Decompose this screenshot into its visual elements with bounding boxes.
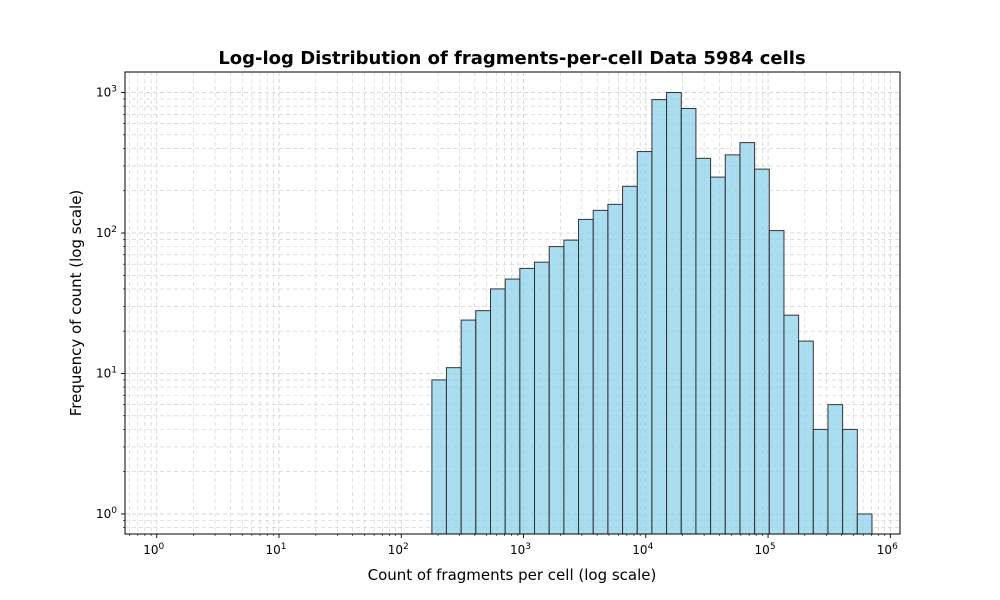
histogram-bar — [636, 151, 653, 535]
histogram-bar — [475, 310, 492, 535]
histogram-bars — [431, 92, 873, 535]
histogram-bar — [607, 203, 624, 535]
y-axis-label: Frequency of count (log scale) — [67, 190, 85, 417]
x-tick-label: 105 — [755, 542, 776, 557]
x-axis-label: Count of fragments per cell (log scale) — [368, 566, 657, 584]
histogram-bar — [798, 340, 814, 535]
histogram-bar — [710, 176, 726, 535]
histogram-bar — [651, 99, 668, 535]
histogram-bar — [680, 107, 697, 535]
histogram-bar — [856, 513, 873, 535]
x-tick-label: 101 — [265, 542, 286, 557]
y-tick-label: 100 — [96, 506, 117, 521]
histogram-bar — [445, 367, 462, 535]
x-tick-label: 102 — [388, 542, 409, 557]
histogram-bar — [812, 428, 829, 535]
x-tick-label: 106 — [877, 542, 898, 557]
y-tick-label: 102 — [96, 225, 117, 240]
histogram-bar — [724, 154, 741, 535]
histogram-bar — [739, 142, 756, 535]
histogram-bar — [431, 379, 447, 535]
histogram-bar — [695, 157, 712, 535]
histogram-bar — [754, 168, 770, 535]
histogram-bar — [666, 92, 682, 535]
histogram-bar — [827, 404, 844, 535]
axis-ticks: 100 101 102 103 104 105 106 100 101 102 103 — [96, 85, 898, 557]
histogram-bar — [504, 278, 521, 535]
histogram-bar — [622, 185, 638, 535]
y-tick-label: 101 — [96, 365, 117, 380]
histogram-bar — [460, 319, 477, 535]
histogram-bar — [563, 239, 580, 535]
histogram-bar — [578, 218, 594, 535]
x-tick-label: 100 — [143, 542, 164, 557]
histogram-bar — [592, 209, 609, 535]
y-tick-label: 103 — [96, 85, 117, 100]
chart-title: Log-log Distribution of fragments-per-ce… — [218, 48, 805, 69]
histogram-bar — [783, 314, 800, 535]
histogram-bar — [842, 428, 858, 535]
plot-area-frame — [124, 71, 901, 535]
histogram-bar — [534, 261, 550, 535]
histogram-bar — [519, 267, 536, 535]
histogram-bar — [490, 288, 506, 535]
x-tick-label: 103 — [510, 542, 531, 557]
histogram-bar — [548, 246, 565, 535]
x-tick-label: 104 — [632, 542, 653, 557]
histogram-bar — [768, 230, 785, 535]
